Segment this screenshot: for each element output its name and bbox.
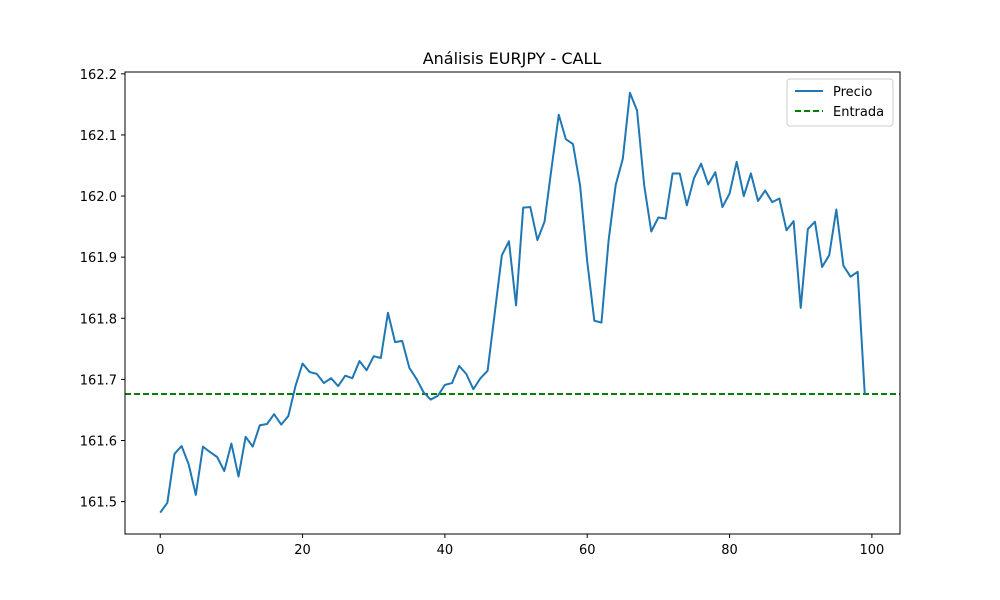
y-tick-label: 161.8 <box>80 312 117 327</box>
y-tick-label: 162.2 <box>80 68 117 83</box>
plot-area <box>125 91 900 514</box>
x-tick-label: 0 <box>156 543 164 558</box>
axes-frame <box>124 71 901 535</box>
chart-title: Análisis EURJPY - CALL <box>423 49 602 68</box>
precio-line <box>159 91 866 514</box>
y-tick-label: 161.6 <box>80 435 117 450</box>
legend-entrada-label: Entrada <box>833 105 884 120</box>
y-tick-label: 161.7 <box>80 373 117 388</box>
legend: Precio Entrada <box>786 78 894 127</box>
x-tick-label: 20 <box>294 543 311 558</box>
x-tick-label: 80 <box>721 543 738 558</box>
y-tick-label: 161.9 <box>80 251 117 266</box>
x-axis: 0 20 40 60 80 100 <box>156 534 884 558</box>
x-tick-label: 60 <box>579 543 596 558</box>
y-tick-label: 162.1 <box>80 129 117 144</box>
legend-precio-label: Precio <box>833 85 872 100</box>
x-tick-label: 40 <box>437 543 454 558</box>
y-axis: 161.5 161.6 161.7 161.8 161.9 162.0 162.1 162.2 <box>80 68 125 511</box>
y-tick-label: 161.5 <box>80 496 117 511</box>
y-tick-label: 162.0 <box>80 190 117 205</box>
x-tick-label: 100 <box>859 543 884 558</box>
